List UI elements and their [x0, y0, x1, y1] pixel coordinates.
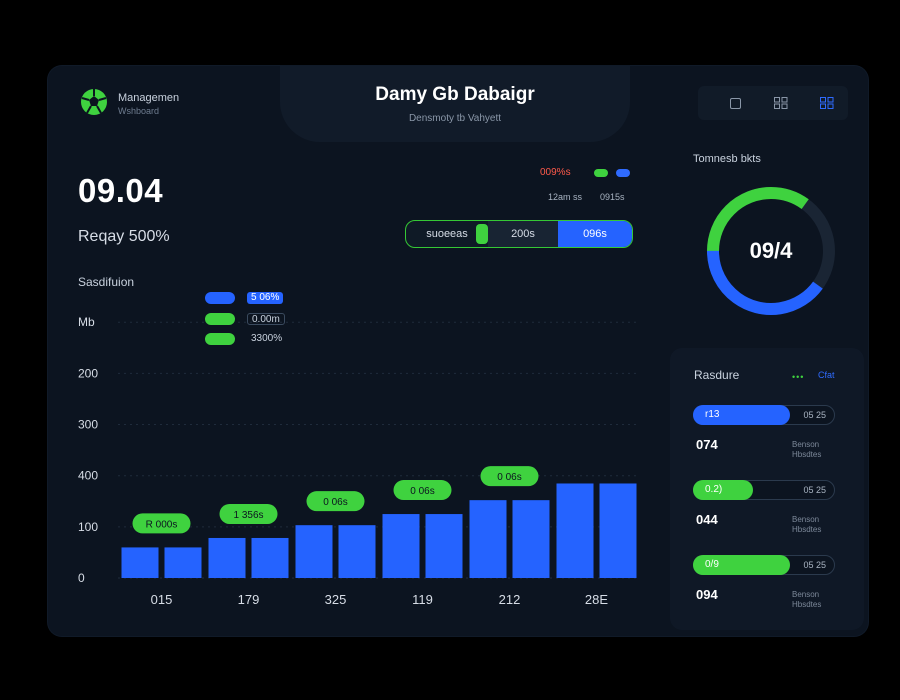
x-tick-label: 119 [412, 592, 433, 607]
right-panel-link[interactable]: Cfat [818, 370, 835, 380]
y-tick-label: 400 [78, 469, 98, 483]
data-label-pill [393, 480, 452, 501]
page-subtitle: Densmoty tb Vahyett [408, 113, 502, 124]
y-tick-label: 0 [78, 571, 85, 585]
toggle-option-3[interactable]: 096s [558, 221, 632, 247]
chart-section-label: Sasdifuion [78, 275, 135, 289]
brand-subtitle: Wshboard [118, 106, 160, 116]
progress-fill: 0/9 [693, 555, 790, 575]
data-label-pill [306, 491, 365, 512]
bar[interactable] [338, 525, 376, 578]
data-label: 0 06s [497, 472, 521, 483]
top-legend-label-c: 0915s [600, 192, 625, 202]
legend-label: 5 06% [247, 292, 284, 304]
y-tick-label: Mb [78, 315, 95, 329]
data-label: R 000s [146, 519, 178, 530]
top-legend-label-a: 009%s [540, 167, 571, 178]
progress-bar[interactable]: 0/9 05 25 [693, 555, 835, 575]
donut-center-value: 09/4 [749, 238, 793, 263]
top-legend-label-b: 12am ss [548, 192, 583, 202]
bar-chart: 0 100 400 300 200 Mb 015 R 000s 179 1 356s 325 0 06… [78, 315, 640, 607]
bar[interactable] [164, 547, 202, 578]
x-tick-label: 28E [585, 592, 608, 607]
x-tick-label: 325 [325, 592, 347, 607]
bar[interactable] [469, 500, 507, 578]
bar[interactable] [382, 514, 420, 578]
legend-label: 0.00m [247, 313, 285, 325]
grid-icon[interactable] [771, 93, 791, 113]
progress-tag: 05 25 [803, 485, 826, 495]
bar[interactable] [121, 547, 159, 578]
legend-swatch-green [205, 313, 235, 325]
x-tick-label: 212 [499, 592, 521, 607]
primary-metric: 09.04 [78, 172, 164, 209]
legend-label: 3300% [251, 333, 283, 344]
toggle-option-1[interactable]: suoeeas [406, 221, 488, 247]
row-note: Benson Hbsdtes [792, 590, 822, 609]
more-dots-icon[interactable]: ••• [792, 372, 805, 382]
brand-name: Managemen [118, 92, 180, 104]
right-panel-title: Rasdure [694, 368, 740, 382]
data-label: 1 356s [233, 510, 263, 521]
period-toggle[interactable]: suoeeas 200s 096s [405, 220, 633, 248]
row-note: Benson Hbsdtes [792, 440, 822, 459]
top-legend-blue-swatch [616, 169, 630, 177]
square-icon[interactable] [725, 93, 745, 113]
data-label: 0 06s [410, 486, 434, 497]
top-legend-green-swatch [594, 169, 608, 177]
data-label-pill [219, 503, 278, 524]
soccer-ball-icon[interactable] [80, 88, 108, 116]
secondary-metric: Reqay 500% [78, 228, 170, 245]
bar[interactable] [251, 537, 289, 578]
view-controls [698, 86, 848, 120]
data-label-pill [132, 513, 191, 534]
progress-tag: 05 25 [803, 560, 826, 570]
data-label: 0 06s [323, 497, 347, 508]
y-tick-label: 100 [78, 520, 98, 534]
progress-fill: r13 [693, 405, 790, 425]
progress-tag: 05 25 [803, 410, 826, 420]
x-tick-label: 179 [238, 592, 260, 607]
page-title: Damy Gb Dabaigr [375, 84, 535, 105]
bar[interactable] [599, 483, 637, 578]
donut-title: Tomnesb bkts [693, 153, 761, 165]
row-value: 074 [696, 437, 718, 452]
bar[interactable] [556, 483, 594, 578]
bar[interactable] [295, 525, 333, 578]
toggle-option-2[interactable]: 200s [488, 221, 558, 247]
donut-segment-blue [707, 187, 835, 315]
row-value: 094 [696, 587, 718, 602]
progress-bar[interactable]: r13 05 25 [693, 405, 835, 425]
bar[interactable] [512, 500, 550, 578]
x-tick-label: 015 [151, 592, 173, 607]
row-note: Benson Hbsdtes [792, 515, 822, 534]
legend-swatch-blue [205, 292, 235, 304]
row-value: 044 [696, 512, 718, 527]
data-label-pill [480, 466, 539, 487]
title-backdrop [280, 66, 630, 142]
progress-bar[interactable]: 0.2) 05 25 [693, 480, 835, 500]
progress-fill: 0.2) [693, 480, 753, 500]
bar[interactable] [425, 514, 463, 578]
bar[interactable] [208, 537, 246, 578]
donut-chart [707, 187, 835, 315]
y-tick-label: 200 [78, 366, 98, 380]
y-tick-label: 300 [78, 418, 98, 432]
layout-icon[interactable] [817, 93, 837, 113]
legend-swatch-green [205, 333, 235, 345]
